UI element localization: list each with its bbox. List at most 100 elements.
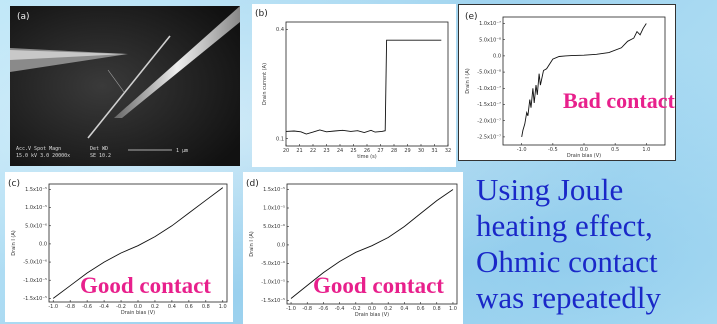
x-tick-label: -1.0 xyxy=(48,304,58,310)
y-tick-label: -1.0x10⁻⁵ xyxy=(23,278,47,284)
x-tick-label: 0.8 xyxy=(202,304,210,310)
x-tick-label: 0.6 xyxy=(417,306,425,312)
chart-c-panel-label: (c) xyxy=(8,179,20,189)
x-tick-label: 0.8 xyxy=(433,306,441,312)
y-axis-label: Drain I (A) xyxy=(249,231,255,257)
y-tick-label: 1.0x10⁻⁵ xyxy=(25,205,47,211)
x-tick-label: 0.4 xyxy=(400,306,408,312)
sem-info-mid-1: Det WD xyxy=(90,146,108,152)
sem-panel-label: (a) xyxy=(17,12,30,22)
y-tick-label: 1.5x10⁻⁵ xyxy=(25,187,47,193)
y-tick-label: 0.0 xyxy=(39,242,47,248)
x-tick-label: 25 xyxy=(350,148,356,154)
y-tick-label: 5.0x10⁻⁶ xyxy=(25,223,47,229)
x-tick-label: -0.2 xyxy=(116,304,126,310)
x-tick-label: 32 xyxy=(445,148,451,154)
bad-contact-label: Bad contact xyxy=(563,88,675,113)
x-tick-label: 22 xyxy=(310,148,316,154)
y-tick-label: -1.0x10⁻⁷ xyxy=(477,86,501,92)
y-tick-label: -5.0x10⁻⁸ xyxy=(477,70,501,76)
y-tick-label: 0.4 xyxy=(276,27,284,33)
y-tick-label: 1.0x10⁻⁵ xyxy=(263,206,285,212)
y-tick-label: -1.5x10⁻⁵ xyxy=(23,296,47,302)
x-tick-label: -1.0 xyxy=(517,147,527,153)
x-tick-label: 0.0 xyxy=(368,306,376,312)
x-tick-label: -0.2 xyxy=(351,306,361,312)
y-tick-label: 5.0x10⁻⁸ xyxy=(479,37,501,43)
caption-line-2: heating effect, xyxy=(476,208,653,243)
x-tick-label: -0.6 xyxy=(319,306,329,312)
y-axis-label: Drain current (A) xyxy=(262,63,268,105)
x-tick-label: -0.8 xyxy=(65,304,75,310)
x-tick-label: 27 xyxy=(377,148,383,154)
y-tick-label: -2.5x10⁻⁷ xyxy=(477,134,501,140)
sem-info-left-2: 15.0 kV 3.0 20000x xyxy=(16,153,70,159)
chart-e: (e) -1.0 -0.5 0.0 0.5 1.0 1.0x10⁻⁷ 5.0x10⁻⁸ 0.0… xyxy=(465,12,666,159)
sem-info-mid-2: SE 10.2 xyxy=(90,153,111,159)
y-tick-label: -1.5x10⁻⁵ xyxy=(261,298,285,304)
nanowire xyxy=(87,35,171,139)
chart-d-panel-label: (d) xyxy=(246,179,259,189)
x-tick-label: 26 xyxy=(364,148,370,154)
y-axis-label: Drain I (A) xyxy=(465,68,471,94)
series-line xyxy=(52,187,224,299)
x-tick-label: 24 xyxy=(337,148,343,154)
sem-image: (a) Acc.V Spot Magn 15.0 kV 3.0 20000x D… xyxy=(10,6,240,166)
x-tick-label: -0.4 xyxy=(335,306,345,312)
chart-c: (c) -1.0 -0.8 -0.6 -0.4 -0.2 0.0 0.2 0.4 0.6 0.8 1… xyxy=(8,179,228,316)
y-tick-label: 0.0 xyxy=(277,243,285,249)
chart-b: (b) 20 21 22 23 24 25 26 27 28 29 30 31 32 0.1 0.4 time… xyxy=(255,9,451,160)
y-tick-label: -5.0x10⁻⁶ xyxy=(23,260,47,266)
x-tick-label: 31 xyxy=(431,148,437,154)
x-tick-label: 0.2 xyxy=(384,306,392,312)
plot-frame xyxy=(502,16,666,146)
chart-panel-e: (e) -1.0 -0.5 0.0 0.5 1.0 1.0x10⁻⁷ 5.0x10⁻⁸ 0.0… xyxy=(458,4,676,161)
chart-d: (d) -1.0 -0.8 -0.6 -0.4 -0.2 0.0 0.2 0.4 0.6 0.8 1… xyxy=(246,179,458,318)
x-tick-label: 0.6 xyxy=(185,304,193,310)
y-tick-label: -2.0x10⁻⁷ xyxy=(477,118,501,124)
y-tick-label: -5.0x10⁻⁶ xyxy=(261,261,285,267)
y-axis-label: Drain I (A) xyxy=(11,230,17,256)
series-line xyxy=(290,189,454,299)
sem-image-panel: (a) Acc.V Spot Magn 15.0 kV 3.0 20000x D… xyxy=(10,6,240,166)
x-tick-label: 30 xyxy=(418,148,424,154)
sem-info-left-1: Acc.V Spot Magn xyxy=(16,146,61,152)
x-axis-label: Drain bias (V) xyxy=(121,310,155,316)
y-tick-label: -1.5x10⁻⁷ xyxy=(477,102,501,108)
y-tick-label: 1.0x10⁻⁷ xyxy=(479,21,501,27)
x-tick-label: -0.6 xyxy=(82,304,92,310)
series-line xyxy=(521,23,647,137)
x-tick-label: 1.0 xyxy=(642,147,650,153)
x-tick-label: 23 xyxy=(323,148,329,154)
chart-e-panel-label: (e) xyxy=(465,12,478,22)
y-tick-label: 0.0 xyxy=(493,53,501,59)
x-tick-label: -0.4 xyxy=(99,304,109,310)
x-tick-label: -1.0 xyxy=(286,306,296,312)
y-tick-label: 5.0x10⁻⁶ xyxy=(263,224,285,230)
x-axis-label: Drain bias (V) xyxy=(567,153,601,159)
x-axis-label: time (s) xyxy=(357,154,376,160)
series-line xyxy=(285,39,442,135)
x-tick-label: 20 xyxy=(283,148,289,154)
x-axis-label: Drain bias (V) xyxy=(355,312,389,318)
x-tick-label: 0.2 xyxy=(151,304,159,310)
chart-panel-c: (c) -1.0 -0.8 -0.6 -0.4 -0.2 0.0 0.2 0.4 0.6 0.8 1… xyxy=(5,172,233,322)
x-tick-label: 28 xyxy=(391,148,397,154)
y-tick-label: -1.0x10⁻⁵ xyxy=(261,279,285,285)
chart-panel-b: (b) 20 21 22 23 24 25 26 27 28 29 30 31 32 0.1 0.4 time… xyxy=(252,4,456,167)
x-tick-label: 29 xyxy=(404,148,410,154)
caption-line-4: was repeatedly xyxy=(476,280,662,315)
caption-line-3: Ohmic contact xyxy=(476,244,658,279)
x-tick-label: 1.0 xyxy=(449,306,457,312)
chart-panel-d: (d) -1.0 -0.8 -0.6 -0.4 -0.2 0.0 0.2 0.4 0.6 0.8 1… xyxy=(243,172,463,324)
y-tick-label: 1.5x10⁻⁵ xyxy=(263,187,285,193)
good-contact-label-d: Good contact xyxy=(313,273,444,298)
caption-line-1: Using Joule xyxy=(476,172,624,207)
x-tick-label: 0.5 xyxy=(611,147,619,153)
chart-b-panel-label: (b) xyxy=(255,9,268,19)
caption-text: Using Joule heating effect, Ohmic contac… xyxy=(476,172,717,316)
x-tick-label: 0.0 xyxy=(580,147,588,153)
x-tick-label: 0.4 xyxy=(168,304,176,310)
x-tick-label: -0.8 xyxy=(302,306,312,312)
x-tick-label: 21 xyxy=(296,148,302,154)
